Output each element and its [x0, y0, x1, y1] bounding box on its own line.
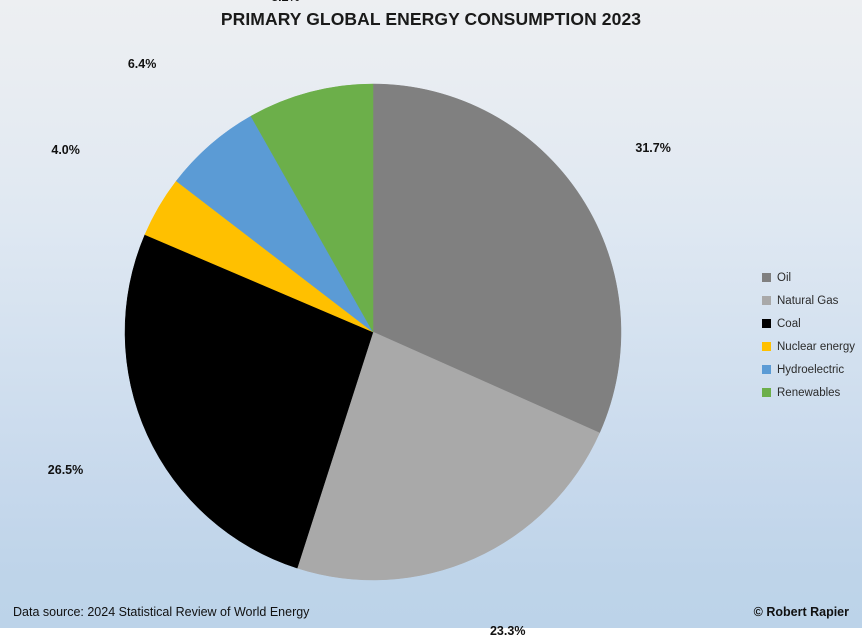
legend-item[interactable]: Renewables [762, 381, 858, 404]
pie-slice[interactable] [296, 331, 600, 581]
legend-swatch-icon [762, 388, 771, 397]
legend-item[interactable]: Natural Gas [762, 289, 858, 312]
slice-percentage-label: 4.0% [51, 143, 80, 158]
legend-item[interactable]: Oil [762, 266, 858, 289]
legend-item[interactable]: Nuclear energy [762, 335, 858, 358]
legend-item-label: Oil [777, 271, 792, 284]
legend-item-label: Renewables [777, 386, 841, 399]
slice-percentage-label: 26.5% [47, 463, 84, 478]
pie-slice[interactable] [250, 83, 374, 333]
slice-percentage-label: 8.2% [261, 0, 309, 4]
legend-item[interactable]: Coal [762, 312, 858, 335]
legend-swatch-icon [762, 365, 771, 374]
slice-percentage-label: 6.4% [127, 57, 157, 72]
source-note: Data source: 2024 Statistical Review of … [13, 605, 310, 619]
legend-item-label: Natural Gas [777, 294, 839, 307]
pie-svg [124, 83, 622, 581]
chart-title: PRIMARY GLOBAL ENERGY CONSUMPTION 2023 [220, 9, 642, 29]
legend-swatch-icon [762, 342, 771, 351]
legend-swatch-icon [762, 296, 771, 305]
copyright-note: © Robert Rapier [753, 605, 849, 619]
legend-swatch-icon [762, 273, 771, 282]
slice-percentage-label: 23.3% [489, 624, 526, 638]
legend-item-label: Nuclear energy [777, 340, 855, 353]
pie-graphic [124, 83, 622, 581]
legend-item-label: Coal [777, 317, 801, 330]
legend-item-label: Hydroelectric [777, 363, 845, 376]
pie-slice[interactable] [372, 83, 622, 434]
legend-swatch-icon [762, 319, 771, 328]
legend-item[interactable]: Hydroelectric [762, 358, 858, 381]
legend: Oil Natural Gas Coal Nuclear energy Hydroele… [762, 266, 858, 404]
pie-slice[interactable] [124, 234, 374, 569]
slice-percentage-label: 31.7% [635, 141, 671, 156]
